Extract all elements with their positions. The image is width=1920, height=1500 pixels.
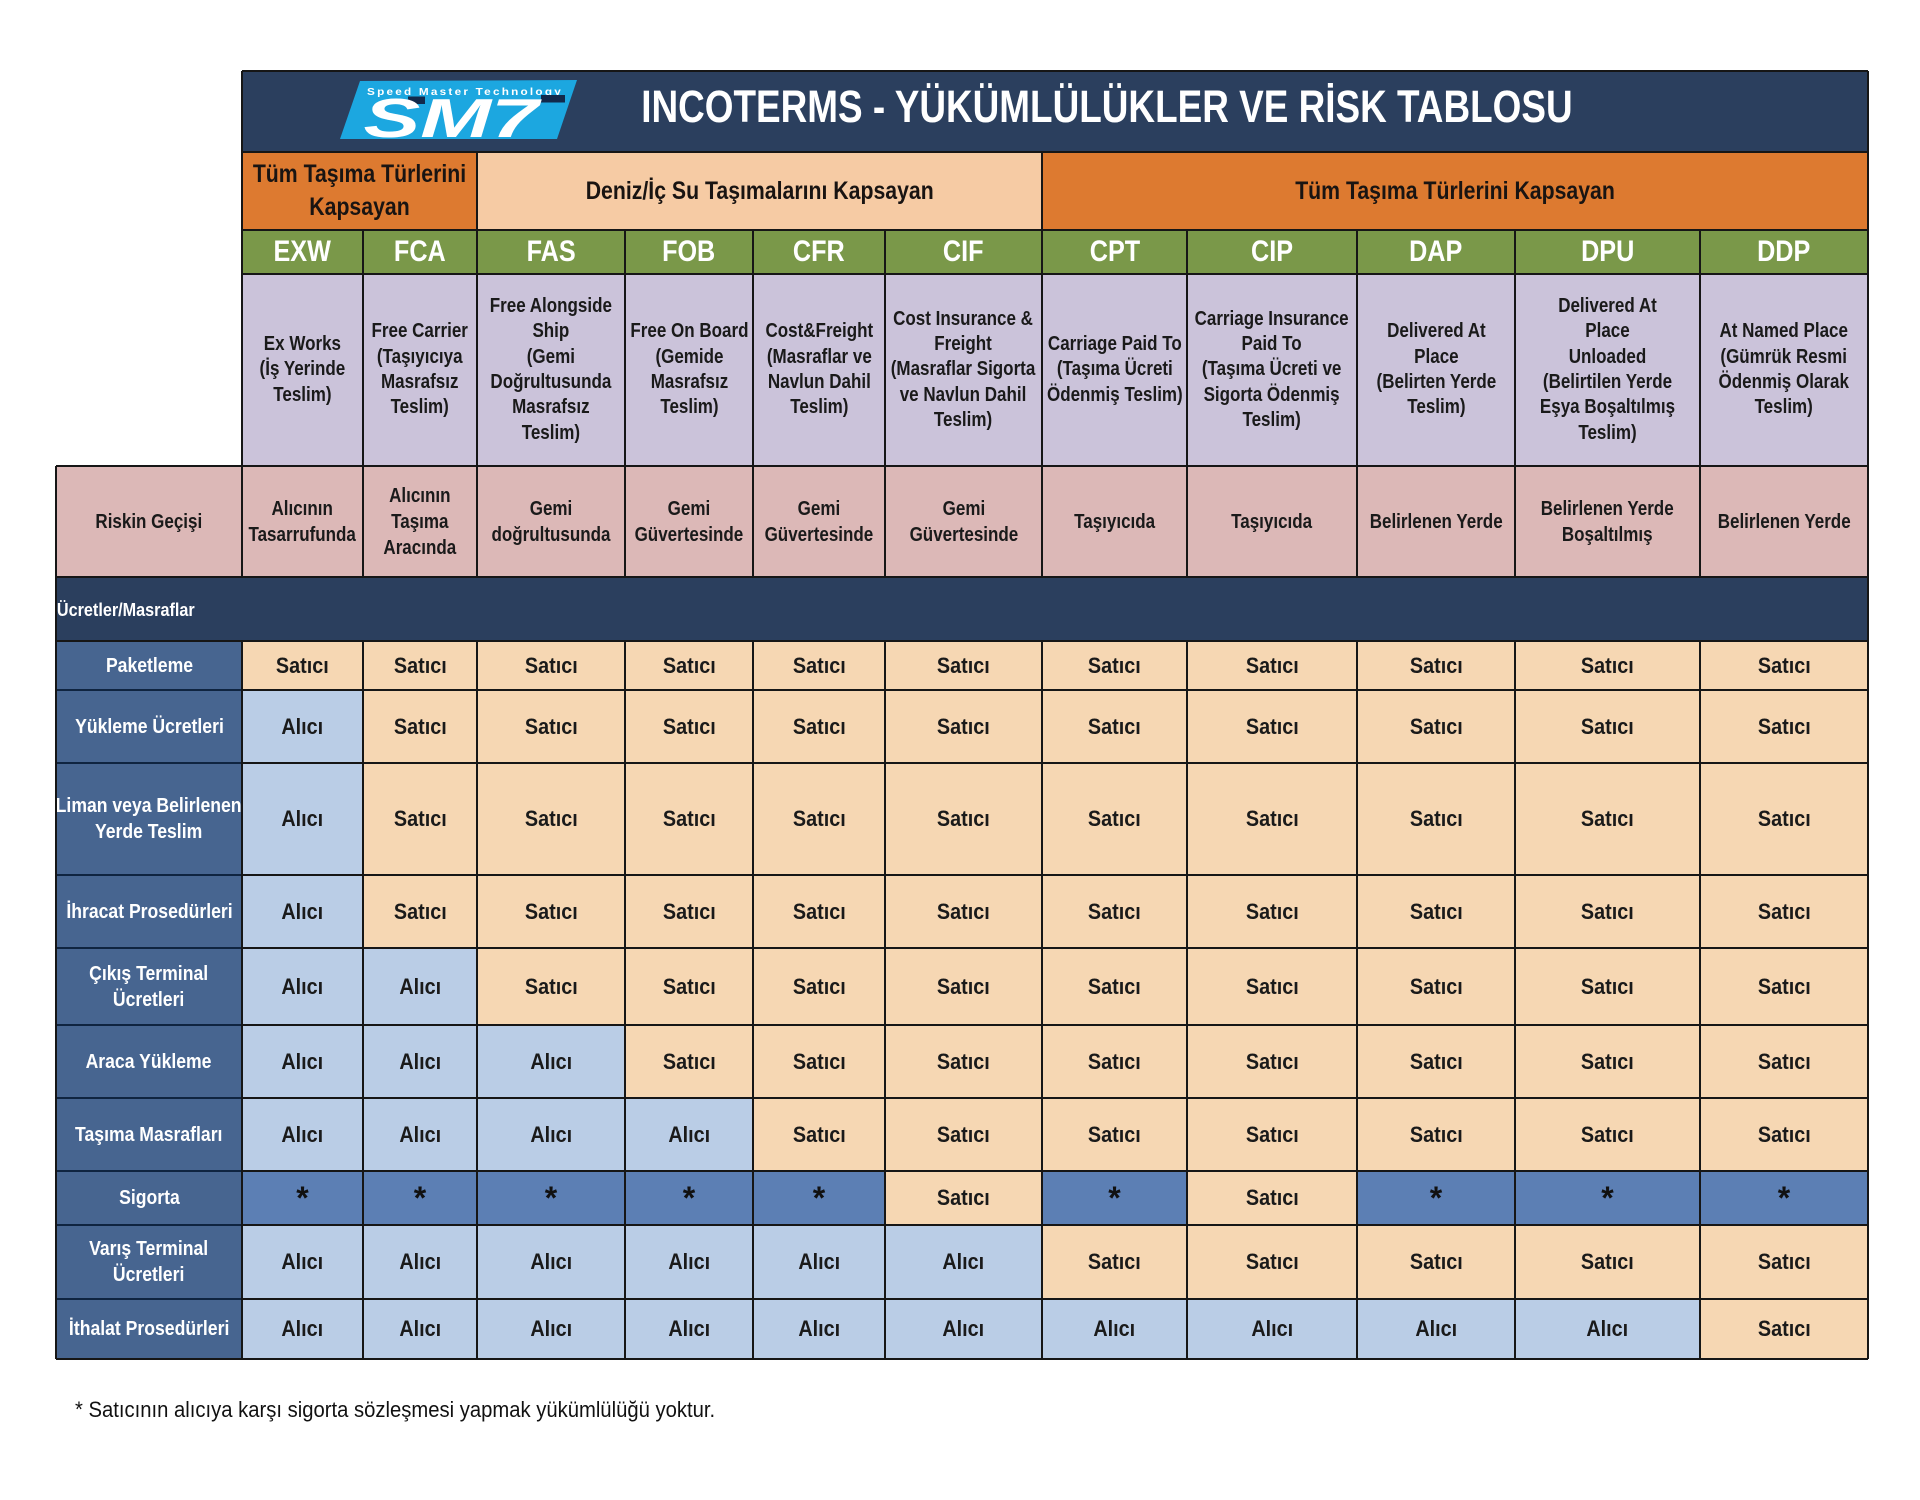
svg-text:SM7: SM7: [364, 87, 543, 145]
svg-text:Speed Master Technology: Speed Master Technology: [367, 86, 563, 98]
